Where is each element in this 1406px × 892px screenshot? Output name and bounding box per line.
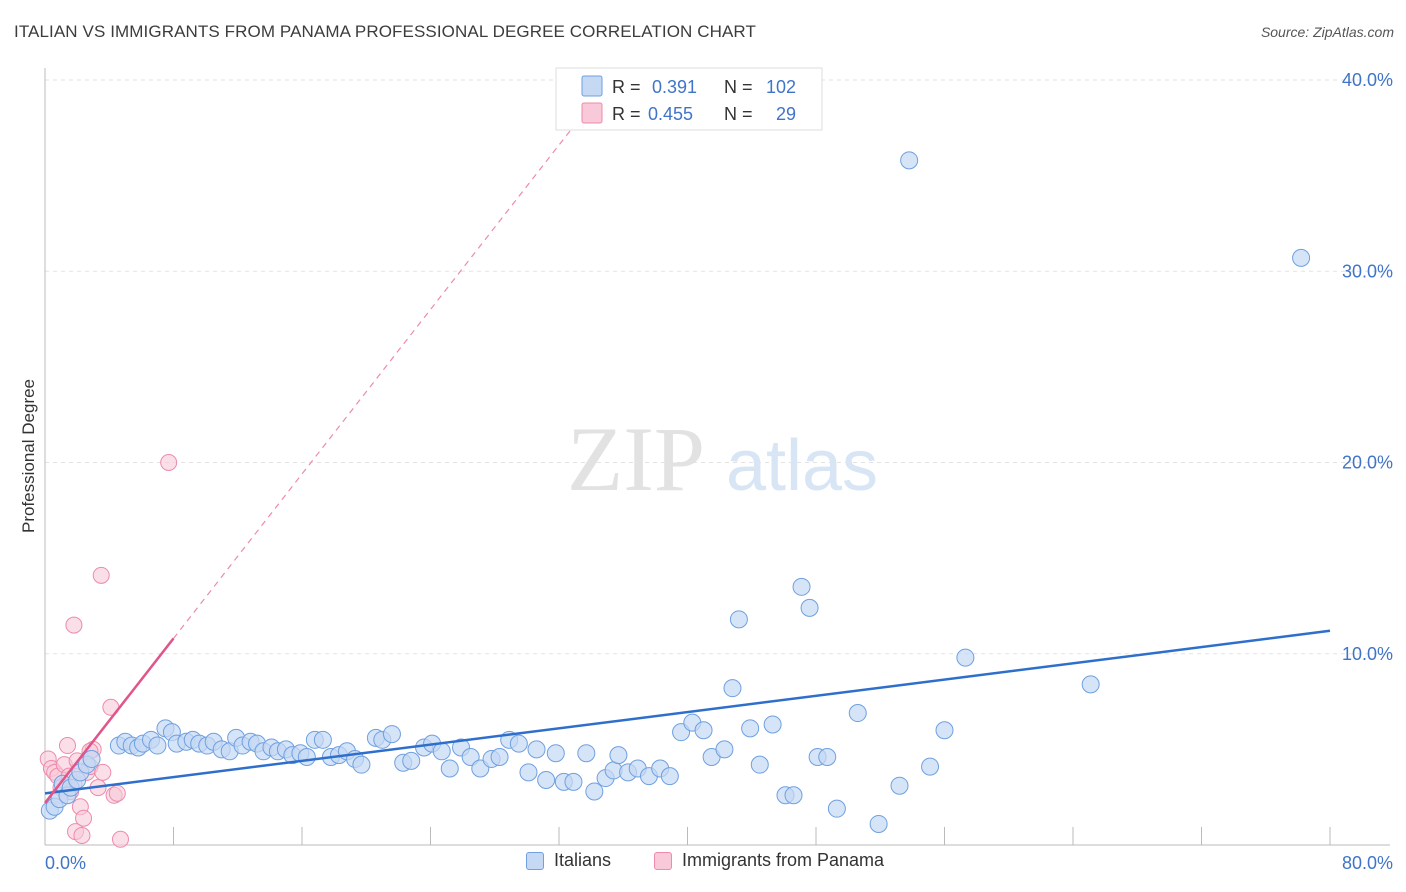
point-italians-68 bbox=[585, 782, 604, 801]
point-italians-16 bbox=[148, 736, 167, 755]
point-panama-22 bbox=[160, 454, 178, 471]
point-panama-16 bbox=[94, 763, 112, 781]
point-italians-82 bbox=[723, 679, 742, 698]
point-italians-64 bbox=[546, 744, 565, 763]
point-panama-21 bbox=[92, 566, 110, 584]
tick-labels: 10.0% 20.0% 30.0% 40.0% 0.0% 80.0% bbox=[45, 70, 1393, 873]
point-italians-66 bbox=[564, 772, 583, 791]
point-panama-20 bbox=[65, 616, 83, 634]
point-italians-92 bbox=[818, 748, 837, 767]
legend-n-label-2: N = bbox=[724, 104, 753, 124]
point-italians-95 bbox=[869, 814, 888, 833]
point-italians-102 bbox=[1292, 248, 1311, 267]
y-tick-label-0: 10.0% bbox=[1342, 644, 1393, 664]
legend-r-label-1: R = bbox=[612, 77, 641, 97]
chart-title: ITALIAN VS IMMIGRANTS FROM PANAMA PROFES… bbox=[14, 22, 756, 41]
legend-swatch-panama bbox=[581, 102, 603, 124]
point-italians-100 bbox=[956, 648, 975, 667]
point-italians-81 bbox=[715, 740, 734, 759]
point-panama-11 bbox=[75, 809, 93, 827]
legend-italians: Italians bbox=[526, 850, 611, 871]
point-italians-53 bbox=[440, 759, 459, 778]
point-italians-61 bbox=[519, 763, 538, 782]
trend-italians bbox=[44, 629, 1331, 795]
axes bbox=[44, 68, 1390, 846]
watermark-atlas: atlas bbox=[726, 426, 878, 506]
legend-n-value-1: 102 bbox=[766, 77, 796, 97]
point-italians-76 bbox=[660, 767, 679, 786]
point-panama-6 bbox=[58, 737, 76, 755]
point-panama-24 bbox=[73, 826, 91, 844]
point-italians-98 bbox=[921, 757, 940, 776]
point-italians-85 bbox=[750, 755, 769, 774]
legend-r-value-2: 0.455 bbox=[648, 104, 693, 124]
point-italians-84 bbox=[741, 719, 760, 738]
watermark-zip: ZIP bbox=[567, 408, 705, 510]
point-italians-60 bbox=[509, 734, 528, 753]
legend-swatch-italians bbox=[581, 75, 603, 97]
point-italians-39 bbox=[313, 730, 332, 749]
point-italians-44 bbox=[352, 755, 371, 774]
point-italians-52 bbox=[432, 742, 451, 761]
point-italians-93 bbox=[827, 799, 846, 818]
gridlines bbox=[45, 79, 1390, 655]
point-italians-79 bbox=[694, 721, 713, 740]
point-italians-101 bbox=[1081, 675, 1100, 694]
point-italians-37 bbox=[297, 748, 316, 767]
trend-lines bbox=[44, 117, 1331, 804]
chart-source: Source: ZipAtlas.com bbox=[1260, 24, 1394, 40]
legend-panama: Immigrants from Panama bbox=[654, 850, 884, 871]
series-italians-points bbox=[40, 151, 1311, 833]
legend-r-label-2: R = bbox=[612, 104, 641, 124]
legend-italians-swatch bbox=[526, 851, 544, 870]
trend-panama bbox=[44, 637, 175, 804]
x-tick-label-1: 80.0% bbox=[1342, 853, 1393, 873]
point-italians-90 bbox=[800, 598, 819, 617]
point-italians-83 bbox=[729, 610, 748, 629]
point-italians-9 bbox=[82, 749, 101, 768]
point-italians-99 bbox=[935, 721, 954, 740]
point-italians-58 bbox=[490, 748, 509, 767]
point-italians-88 bbox=[784, 786, 803, 805]
point-italians-63 bbox=[537, 770, 556, 789]
y-tick-label-3: 40.0% bbox=[1342, 70, 1393, 90]
point-italians-62 bbox=[527, 740, 546, 759]
point-italians-55 bbox=[461, 748, 480, 767]
point-italians-67 bbox=[577, 744, 596, 763]
legend-italians-label: Italians bbox=[554, 850, 612, 870]
x-tick-label-0: 0.0% bbox=[45, 853, 86, 873]
y-tick-label-1: 20.0% bbox=[1342, 453, 1393, 473]
y-tick-label-2: 30.0% bbox=[1342, 261, 1393, 281]
stats-legend: R = 0.391 N = 102 R = 0.455 N = 29 bbox=[555, 67, 823, 131]
point-panama-19 bbox=[108, 784, 126, 802]
legend-r-value-1: 0.391 bbox=[652, 77, 697, 97]
y-axis-label: Professional Degree bbox=[19, 379, 38, 533]
legend-n-label-1: N = bbox=[724, 77, 753, 97]
legend-panama-swatch bbox=[654, 851, 672, 870]
point-panama-25 bbox=[111, 830, 129, 848]
legend-n-value-2: 29 bbox=[776, 104, 796, 124]
point-italians-97 bbox=[900, 151, 919, 170]
point-italians-86 bbox=[763, 715, 782, 734]
point-italians-71 bbox=[609, 746, 628, 765]
point-italians-49 bbox=[402, 751, 421, 770]
legend-panama-label: Immigrants from Panama bbox=[682, 850, 885, 870]
point-italians-96 bbox=[890, 776, 909, 795]
point-italians-47 bbox=[382, 725, 401, 744]
trend-panama-extension bbox=[173, 117, 581, 639]
point-italians-94 bbox=[848, 704, 867, 723]
point-italians-89 bbox=[792, 577, 811, 596]
